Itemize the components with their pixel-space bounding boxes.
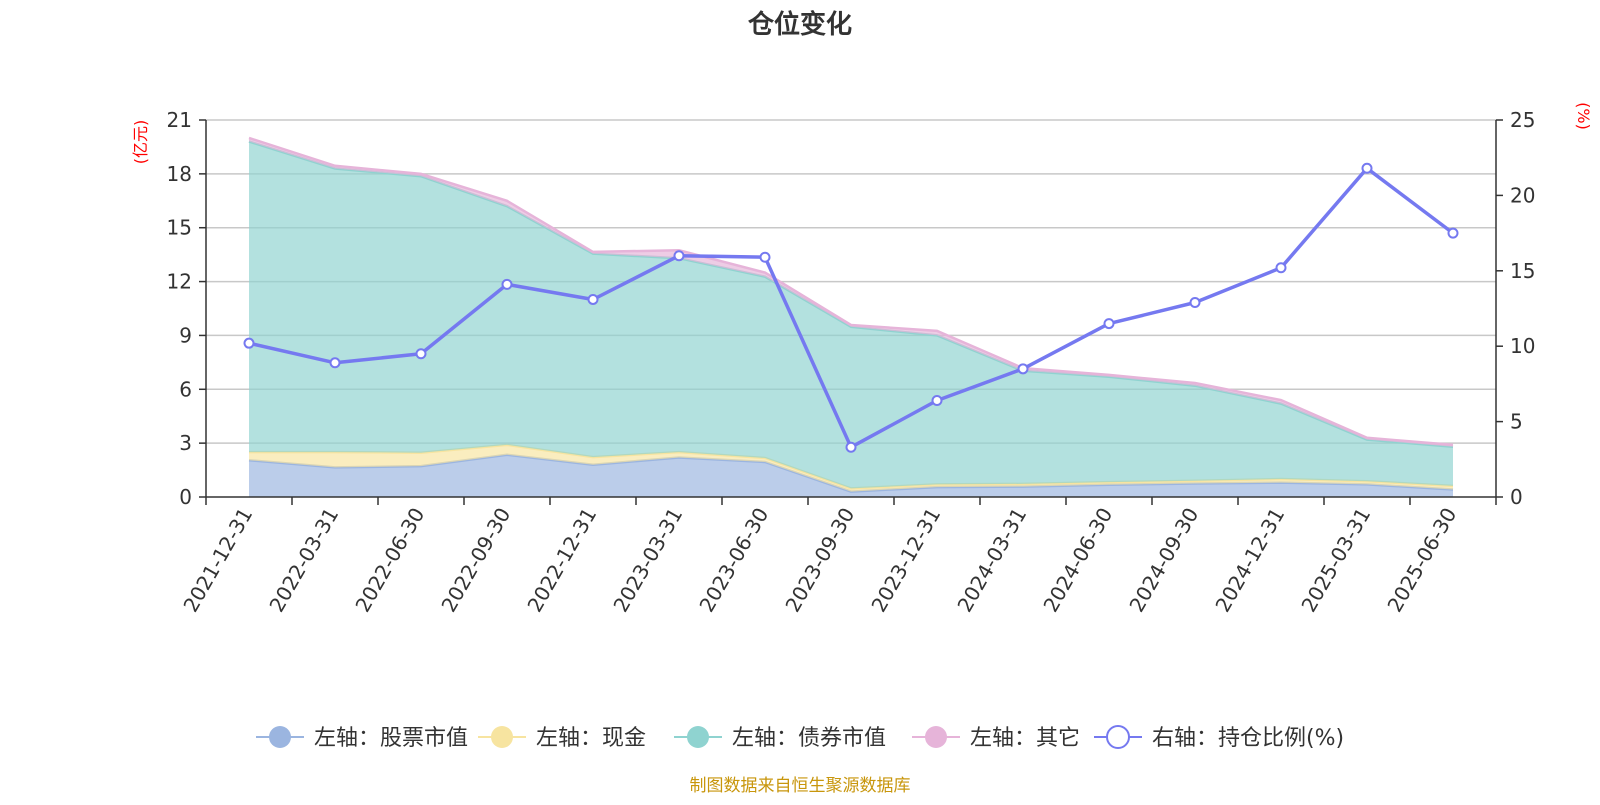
legend-label: 左轴：现金 [536,726,646,751]
area-fill [249,141,1453,489]
left-tick-label: 0 [179,485,192,509]
ratio-point [1189,296,1201,308]
right-tick-label: 10 [1510,334,1535,358]
legend-marker [925,726,947,748]
left-tick-label: 6 [179,377,192,401]
legend-marker [687,726,709,748]
right-tick-label: 25 [1510,108,1535,132]
ratio-point [1361,162,1373,174]
legend-label: 左轴：债券市值 [732,726,886,751]
x-tick-label: 2023-12-31 [866,504,945,617]
x-tick-label: 2023-03-31 [608,504,687,617]
left-tick-label: 3 [179,431,192,455]
ratio-point [243,337,255,349]
left-axis-unit: (亿元) [131,120,150,165]
left-tick-label: 15 [167,216,192,240]
left-tick-label: 21 [167,108,192,132]
area-edge-line [248,136,1454,447]
area-fill [249,454,1453,497]
x-tick-label: 2022-12-31 [522,504,601,617]
ratio-point [1103,318,1115,330]
legend-item: 右轴：持仓比例(%) [1094,725,1344,751]
area-fill [249,444,1453,492]
chart-title: 仓位变化 [747,9,852,40]
legend: 左轴：股票市值 左轴：现金 左轴：债券市值 左轴：其它 右轴：持仓比例(%) [256,725,1344,751]
right-tick-label: 20 [1510,183,1535,207]
x-tick-label: 2022-03-31 [264,504,343,617]
x-tick-label: 2024-06-30 [1038,504,1117,617]
legend-label: 左轴：其它 [970,726,1080,751]
x-tick-label: 2024-12-31 [1210,504,1289,617]
legend-marker [269,726,291,748]
x-tick-label: 2025-03-31 [1296,504,1375,617]
legend-label: 左轴：股票市值 [314,726,468,751]
x-tick-label: 2023-06-30 [694,504,773,617]
left-tick-label: 12 [167,270,192,294]
ratio-line-layer [243,162,1459,453]
x-tick-label: 2024-09-30 [1124,504,1203,617]
ratio-point [1275,262,1287,274]
data-source-note: 制图数据来自恒生聚源数据库 [690,776,911,796]
ratio-point [759,251,771,263]
x-tick-label: 2025-06-30 [1382,504,1461,617]
legend-item: 左轴：债券市值 [674,726,886,751]
ratio-point [587,293,599,305]
legend-marker [1106,725,1130,749]
x-tick-label: 2021-12-31 [178,504,257,617]
stacked-areas [248,136,1454,497]
ratio-point [931,394,943,406]
right-tick-label: 15 [1510,259,1535,283]
ratio-point [415,348,427,360]
x-tick-label: 2023-09-30 [780,504,859,617]
legend-marker [491,726,513,748]
x-tick-label: 2022-09-30 [436,504,515,617]
left-tick-label: 9 [179,323,192,347]
ratio-point [501,278,513,290]
right-tick-label: 0 [1510,485,1523,509]
left-tick-label: 18 [167,162,192,186]
x-tick-label: 2022-06-30 [350,504,429,617]
ratio-point [329,357,341,369]
legend-item: 左轴：其它 [912,726,1080,751]
ratio-point [845,441,857,453]
ratio-point [673,250,685,262]
legend-item: 左轴：现金 [478,726,646,751]
right-tick-label: 5 [1510,410,1523,434]
x-tick-label: 2024-03-31 [952,504,1031,617]
ratio-point [1017,363,1029,375]
ratio-point [1447,227,1459,239]
right-axis-unit: (%) [1574,102,1593,130]
legend-item: 左轴：股票市值 [256,726,468,751]
legend-label: 右轴：持仓比例(%) [1152,726,1344,751]
